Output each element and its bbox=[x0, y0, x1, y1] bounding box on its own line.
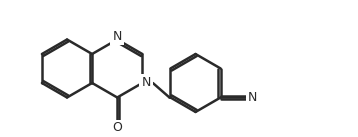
Text: O: O bbox=[112, 121, 122, 134]
Text: N: N bbox=[141, 76, 151, 89]
Text: N: N bbox=[247, 91, 257, 104]
Text: N: N bbox=[112, 30, 122, 43]
